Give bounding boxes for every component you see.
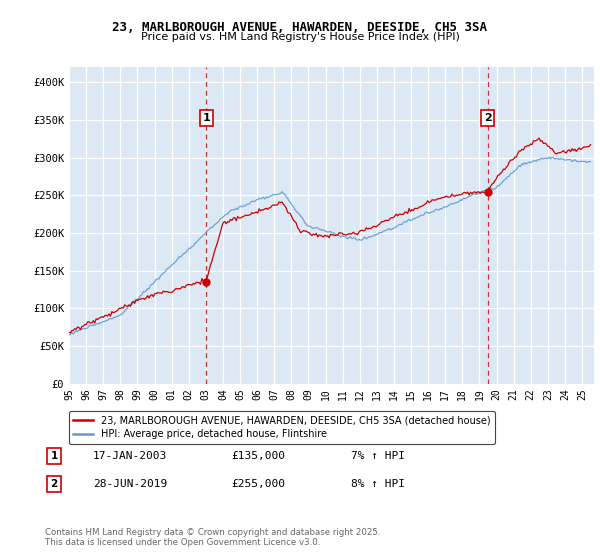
- Text: 1: 1: [50, 451, 58, 461]
- Text: 8% ↑ HPI: 8% ↑ HPI: [351, 479, 405, 489]
- Text: 17-JAN-2003: 17-JAN-2003: [93, 451, 167, 461]
- Text: Contains HM Land Registry data © Crown copyright and database right 2025.
This d: Contains HM Land Registry data © Crown c…: [45, 528, 380, 547]
- Text: 2: 2: [50, 479, 58, 489]
- Text: 1: 1: [203, 113, 211, 123]
- Text: £255,000: £255,000: [231, 479, 285, 489]
- Text: £135,000: £135,000: [231, 451, 285, 461]
- Text: 7% ↑ HPI: 7% ↑ HPI: [351, 451, 405, 461]
- Text: Price paid vs. HM Land Registry's House Price Index (HPI): Price paid vs. HM Land Registry's House …: [140, 32, 460, 43]
- Text: 28-JUN-2019: 28-JUN-2019: [93, 479, 167, 489]
- Legend: 23, MARLBOROUGH AVENUE, HAWARDEN, DEESIDE, CH5 3SA (detached house), HPI: Averag: 23, MARLBOROUGH AVENUE, HAWARDEN, DEESID…: [68, 410, 495, 444]
- Text: 2: 2: [484, 113, 491, 123]
- Text: 23, MARLBOROUGH AVENUE, HAWARDEN, DEESIDE, CH5 3SA: 23, MARLBOROUGH AVENUE, HAWARDEN, DEESID…: [113, 21, 487, 34]
